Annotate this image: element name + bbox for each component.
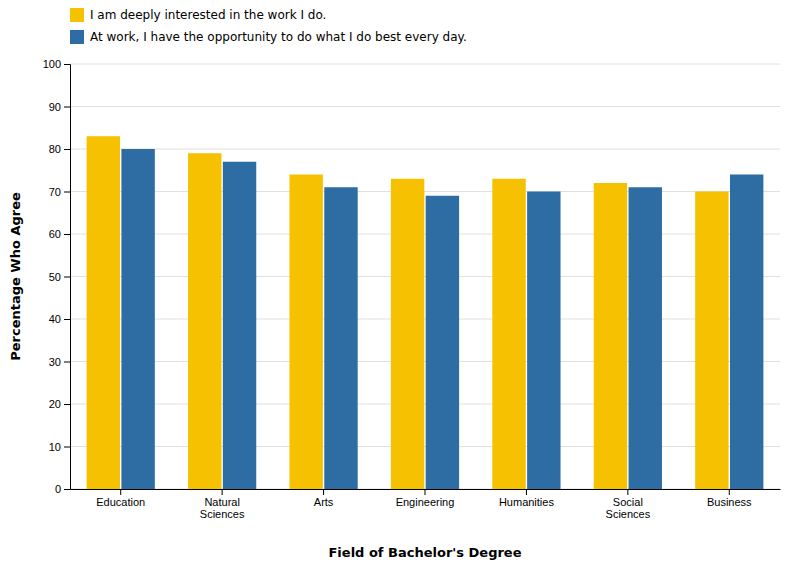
grid-line bbox=[70, 276, 780, 277]
bar bbox=[527, 192, 560, 490]
legend: I am deeply interested in the work I do.… bbox=[70, 8, 467, 44]
y-tick: 40 bbox=[49, 313, 70, 325]
y-tick: 50 bbox=[49, 271, 70, 283]
y-tick-label: 50 bbox=[49, 271, 61, 283]
x-tick: Education bbox=[96, 489, 145, 508]
grid-line bbox=[70, 191, 780, 192]
y-tick: 80 bbox=[49, 143, 70, 155]
bar-series bbox=[87, 136, 729, 489]
grid-line bbox=[70, 319, 780, 320]
x-tick-label: Education bbox=[96, 496, 145, 508]
grid-line bbox=[70, 404, 780, 405]
x-tick-label: NaturalSciences bbox=[200, 496, 245, 521]
x-tick-label: Humanities bbox=[499, 496, 555, 508]
legend-swatch bbox=[70, 30, 84, 44]
legend-swatch bbox=[70, 8, 84, 22]
bars bbox=[87, 136, 764, 489]
bar bbox=[121, 149, 154, 489]
x-tick: Arts bbox=[314, 489, 334, 508]
x-tick-mark bbox=[729, 489, 730, 495]
y-tick: 30 bbox=[49, 356, 70, 368]
y-tick-mark bbox=[64, 192, 70, 193]
x-tick-mark bbox=[627, 489, 628, 495]
y-tick-label: 10 bbox=[49, 441, 61, 453]
legend-label: I am deeply interested in the work I do. bbox=[90, 8, 326, 22]
bar bbox=[391, 179, 424, 489]
x-axis-title: Field of Bachelor's Degree bbox=[328, 545, 521, 560]
x-tick: Business bbox=[707, 489, 752, 508]
y-tick-mark bbox=[64, 234, 70, 235]
bar bbox=[87, 136, 120, 489]
x-axis: Education NaturalSciences Arts Engineering H… bbox=[71, 489, 781, 520]
bar bbox=[594, 183, 627, 489]
bar bbox=[492, 179, 525, 489]
y-tick-label: 20 bbox=[49, 398, 61, 410]
y-tick-mark bbox=[64, 319, 70, 320]
bar bbox=[324, 187, 357, 489]
x-tick-label: Arts bbox=[314, 496, 334, 508]
y-tick: 10 bbox=[49, 441, 70, 453]
grid-line bbox=[70, 234, 780, 235]
y-tick: 20 bbox=[49, 398, 70, 410]
grid-line bbox=[70, 446, 780, 447]
x-tick: SocialSciences bbox=[606, 489, 651, 520]
y-tick: 0 bbox=[55, 483, 70, 495]
y-tick-mark bbox=[64, 277, 70, 278]
bar bbox=[188, 153, 221, 489]
bar bbox=[426, 196, 459, 489]
grid-line bbox=[70, 64, 780, 65]
legend-item: At work, I have the opportunity to do wh… bbox=[70, 30, 467, 44]
bar-series bbox=[121, 149, 763, 489]
x-tick: NaturalSciences bbox=[200, 489, 245, 520]
grid-line bbox=[70, 149, 780, 150]
y-tick-mark bbox=[64, 447, 70, 448]
y-tick-label: 30 bbox=[49, 356, 61, 368]
x-tick-label: Business bbox=[707, 496, 752, 508]
legend-item: I am deeply interested in the work I do. bbox=[70, 8, 326, 22]
y-tick-label: 0 bbox=[55, 483, 61, 495]
legend-label: At work, I have the opportunity to do wh… bbox=[90, 30, 467, 44]
y-tick-label: 90 bbox=[49, 101, 61, 113]
y-tick-mark bbox=[64, 64, 70, 65]
y-tick-label: 60 bbox=[49, 228, 61, 240]
y-axis: 0 10 20 30 40 50 60 70 80 90 100 bbox=[43, 58, 71, 495]
y-tick-label: 40 bbox=[49, 313, 61, 325]
x-tick-label: Engineering bbox=[396, 496, 455, 508]
plot: 0 10 20 30 40 50 60 70 80 90 100 Education NaturalSc… bbox=[43, 58, 781, 520]
x-tick-mark bbox=[323, 489, 324, 495]
bar bbox=[629, 187, 662, 489]
x-tick-mark bbox=[526, 489, 527, 495]
bar bbox=[223, 162, 256, 489]
x-tick-mark bbox=[222, 489, 223, 495]
y-tick-label: 80 bbox=[49, 143, 61, 155]
bar bbox=[289, 175, 322, 490]
chart: 0 10 20 30 40 50 60 70 80 90 100 Education NaturalSc… bbox=[0, 0, 800, 573]
x-tick: Humanities bbox=[499, 489, 555, 508]
y-tick-mark bbox=[64, 149, 70, 150]
y-tick-label: 70 bbox=[49, 186, 61, 198]
y-tick: 90 bbox=[49, 101, 70, 113]
x-tick-mark bbox=[425, 489, 426, 495]
grid-line bbox=[70, 106, 780, 107]
bar bbox=[695, 192, 728, 490]
y-tick: 60 bbox=[49, 228, 70, 240]
y-tick: 100 bbox=[43, 58, 70, 70]
x-tick: Engineering bbox=[396, 489, 455, 508]
y-tick-mark bbox=[64, 489, 70, 490]
y-tick-mark bbox=[64, 404, 70, 405]
grid bbox=[70, 64, 780, 489]
x-tick-label: SocialSciences bbox=[606, 496, 651, 521]
y-axis-line bbox=[64, 65, 71, 490]
x-tick-mark bbox=[120, 489, 121, 495]
grid-line bbox=[70, 361, 780, 362]
y-axis-title: Percentage Who Agree bbox=[8, 192, 23, 361]
bar bbox=[730, 175, 763, 490]
y-tick-mark bbox=[64, 362, 70, 363]
y-tick-label: 100 bbox=[43, 58, 61, 70]
y-tick-mark bbox=[64, 107, 70, 108]
y-tick: 70 bbox=[49, 186, 70, 198]
